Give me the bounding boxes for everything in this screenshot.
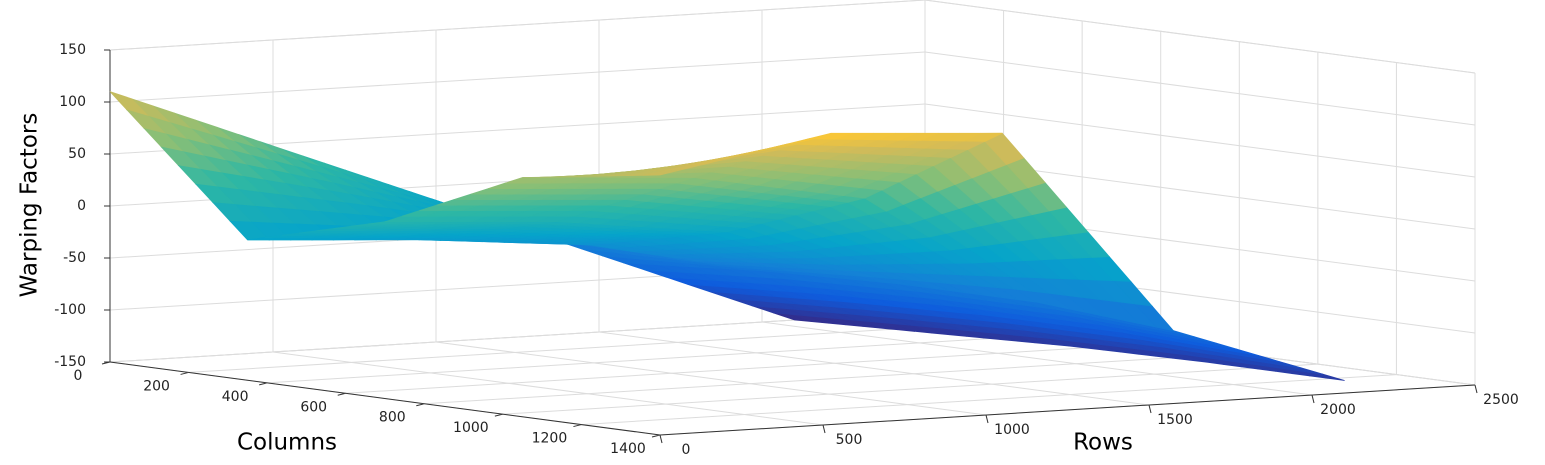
x-tick-label: 800 (379, 410, 406, 426)
z-tick-label: -100 (54, 302, 86, 318)
y-tick-label: 2000 (1320, 402, 1356, 418)
y-axis-label: Rows (1073, 430, 1133, 456)
y-tick-label: 2500 (1483, 392, 1519, 408)
grid-line (598, 331, 1150, 406)
grid-line (924, 51, 1476, 126)
tick-mark (822, 424, 826, 434)
z-tick-label: 50 (68, 146, 86, 162)
x-tick-label: 1400 (610, 441, 646, 457)
tick-mark (659, 434, 663, 444)
tick-mark (337, 392, 346, 396)
x-tick-label: 600 (300, 399, 327, 415)
x-tick-label: 200 (143, 378, 170, 394)
tick-mark (985, 414, 989, 424)
grid-line (435, 341, 987, 416)
tick-mark (573, 424, 582, 428)
x-tick-label: 0 (74, 368, 83, 384)
tick-mark (1311, 394, 1315, 404)
tick-mark (259, 382, 268, 386)
grid-line (761, 321, 1313, 396)
tick-mark (101, 361, 111, 365)
grid-line (267, 332, 1083, 384)
grid-line (924, 0, 1476, 74)
z-tick-label: -50 (63, 250, 86, 266)
grid-line (272, 351, 824, 426)
surface-patch (642, 169, 682, 176)
grid-line (109, 0, 926, 51)
grid-line (109, 311, 926, 363)
x-tick-label: 1200 (532, 431, 568, 447)
grid-line (345, 342, 1161, 394)
z-tick-label: 0 (77, 198, 86, 214)
y-tick-label: 500 (836, 432, 863, 448)
y-axis (659, 384, 1476, 436)
y-tick-label: 0 (682, 442, 691, 458)
tick-mark (1474, 384, 1478, 394)
x-axis-label: Columns (237, 430, 337, 456)
tick-mark (416, 403, 425, 407)
x-tick-label: 400 (222, 389, 249, 405)
tick-mark (180, 371, 189, 375)
surface (109, 91, 1345, 381)
grid-line (581, 374, 1397, 426)
tick-labels: -150-100-5005010015002004006008001000120… (54, 42, 1519, 458)
tick-mark (494, 413, 503, 417)
tick-mark (651, 434, 661, 438)
x-tick-label: 1000 (453, 420, 489, 436)
z-tick-label: 100 (59, 94, 86, 110)
grid-line (502, 363, 1318, 415)
z-tick-label: -150 (54, 354, 86, 370)
grid-line (188, 321, 1004, 373)
grid-line (424, 353, 1240, 405)
x-axis (109, 361, 661, 436)
y-tick-label: 1500 (1157, 412, 1193, 428)
z-tick-label: 150 (59, 42, 86, 58)
y-tick-label: 1000 (994, 422, 1030, 438)
grid-line (109, 51, 926, 103)
z-axis-label: Warping Factors (17, 113, 43, 298)
grid-line (924, 103, 1476, 178)
tick-mark (1148, 404, 1152, 414)
